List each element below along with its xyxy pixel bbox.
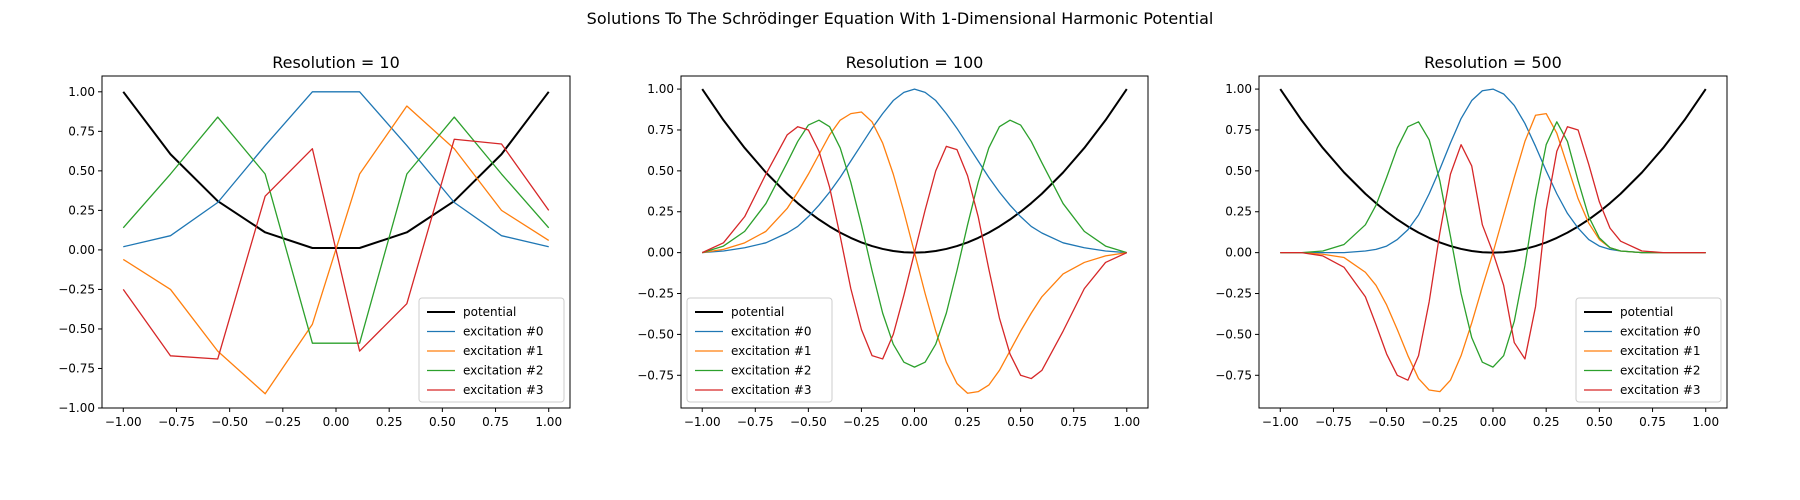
legend-label: potential bbox=[731, 305, 784, 319]
y-tick-label: 1.00 bbox=[647, 82, 674, 96]
x-tick-label: −1.00 bbox=[684, 415, 721, 429]
subplot-2: Resolution = 100 −1.00 −0.75 −0.50 −0.25 0.00… bbox=[637, 53, 1149, 429]
x-tick-label: −0.25 bbox=[843, 415, 880, 429]
x-tick-label: −0.50 bbox=[790, 415, 827, 429]
y-tick-label: −0.75 bbox=[637, 368, 674, 382]
legend-label: excitation #0 bbox=[463, 325, 544, 339]
legend: potential excitation #0 excitation #1 excit… bbox=[418, 297, 565, 403]
y-tick-label: 0.25 bbox=[68, 203, 95, 217]
legend-label: excitation #2 bbox=[463, 364, 544, 378]
subplot-title: Resolution = 100 bbox=[846, 53, 984, 72]
y-tick-label: 0.00 bbox=[647, 246, 674, 260]
series-line-excitation-3 bbox=[701, 126, 1128, 380]
y-tick-label: 0.25 bbox=[647, 205, 674, 219]
legend-box bbox=[418, 297, 565, 403]
x-tick-label: 1.00 bbox=[1113, 415, 1140, 429]
legend-label: potential bbox=[463, 305, 516, 319]
x-tick-label: −0.25 bbox=[1421, 415, 1458, 429]
legend-label: excitation #3 bbox=[1620, 383, 1701, 397]
x-tick-label: 0.00 bbox=[1480, 415, 1507, 429]
x-tick-label: −0.75 bbox=[737, 415, 774, 429]
x-tick-label: 0.25 bbox=[954, 415, 981, 429]
y-tick-label: −0.75 bbox=[1215, 368, 1252, 382]
legend: potential excitation #0 excitation #1 excit… bbox=[686, 297, 833, 403]
legend-label: excitation #1 bbox=[463, 344, 544, 358]
x-tick-label: 0.50 bbox=[1007, 415, 1034, 429]
y-tick-label: −0.50 bbox=[1215, 327, 1252, 341]
series-line-excitation-2 bbox=[1280, 121, 1706, 368]
x-tick-label: −1.00 bbox=[105, 415, 142, 429]
y-tick-label: −1.00 bbox=[58, 401, 95, 415]
legend-label: excitation #0 bbox=[731, 325, 812, 339]
y-tick-label: 0.75 bbox=[647, 123, 674, 137]
y-tick-label: 0.50 bbox=[647, 164, 674, 178]
y-tick-label: −0.25 bbox=[58, 282, 95, 296]
legend-label: excitation #1 bbox=[1620, 344, 1701, 358]
legend-label: excitation #2 bbox=[1620, 364, 1701, 378]
y-tick-label: 0.50 bbox=[68, 164, 95, 178]
subplot-3: Resolution = 500 −1.00 −0.75 −0.50 −0.25 0.00… bbox=[1215, 53, 1728, 429]
legend: potential excitation #0 excitation #1 excit… bbox=[1575, 297, 1722, 403]
series-line-excitation-2 bbox=[122, 116, 550, 344]
x-tick-label: 0.00 bbox=[323, 415, 350, 429]
series-line-excitation-3 bbox=[1280, 126, 1706, 381]
series-line-excitation-2 bbox=[702, 119, 1127, 368]
x-tick-label: 1.00 bbox=[535, 415, 562, 429]
x-tick-label: 0.25 bbox=[1533, 415, 1560, 429]
x-tick-label: −0.50 bbox=[1368, 415, 1405, 429]
y-tick-label: 0.50 bbox=[1225, 164, 1252, 178]
x-tick-label: −0.75 bbox=[158, 415, 195, 429]
x-tick-label: −0.75 bbox=[1315, 415, 1352, 429]
y-tick-label: −0.25 bbox=[1215, 287, 1252, 301]
x-tick-label: 0.50 bbox=[1586, 415, 1613, 429]
legend-label: excitation #2 bbox=[731, 364, 812, 378]
legend-box bbox=[1575, 297, 1722, 403]
x-tick-label: 0.75 bbox=[1060, 415, 1087, 429]
y-tick-label: −0.25 bbox=[637, 287, 674, 301]
series-line-excitation-0 bbox=[702, 88, 1127, 254]
y-tick-label: 1.00 bbox=[68, 85, 95, 99]
series-line-excitation-3 bbox=[122, 138, 550, 360]
x-tick-label: −0.25 bbox=[264, 415, 301, 429]
y-tick-label: 0.75 bbox=[68, 124, 95, 138]
y-tick-label: −0.75 bbox=[58, 361, 95, 375]
x-tick-label: 0.75 bbox=[1639, 415, 1666, 429]
legend-label: excitation #3 bbox=[463, 383, 544, 397]
y-tick-label: 0.75 bbox=[1225, 123, 1252, 137]
legend-label: excitation #3 bbox=[731, 383, 812, 397]
x-tick-label: 0.50 bbox=[429, 415, 456, 429]
x-tick-label: 0.25 bbox=[376, 415, 403, 429]
x-tick-label: −0.50 bbox=[211, 415, 248, 429]
legend-label: excitation #1 bbox=[731, 344, 812, 358]
y-tick-label: 1.00 bbox=[1225, 82, 1252, 96]
legend-label: potential bbox=[1620, 305, 1673, 319]
y-tick-label: 0.00 bbox=[1225, 246, 1252, 260]
subplots: Resolution = 10 −1.00 −0.75 −0.50 −0.25 0.00 0… bbox=[58, 53, 1728, 429]
x-tick-label: −1.00 bbox=[1262, 415, 1299, 429]
y-tick-label: −0.50 bbox=[58, 322, 95, 336]
figure-suptitle: Solutions To The Schrödinger Equation Wi… bbox=[587, 9, 1214, 28]
subplot-1: Resolution = 10 −1.00 −0.75 −0.50 −0.25 0.00 0… bbox=[58, 53, 571, 429]
series-line-excitation-0 bbox=[1280, 88, 1706, 254]
x-tick-label: 1.00 bbox=[1692, 415, 1719, 429]
y-tick-label: 0.25 bbox=[1225, 205, 1252, 219]
series-line-excitation-0 bbox=[123, 91, 549, 248]
legend-label: excitation #0 bbox=[1620, 325, 1701, 339]
legend-box bbox=[686, 297, 833, 403]
y-tick-label: 0.00 bbox=[68, 243, 95, 257]
x-tick-label: 0.00 bbox=[901, 415, 928, 429]
subplot-title: Resolution = 10 bbox=[272, 53, 400, 72]
y-tick-label: −0.50 bbox=[637, 327, 674, 341]
x-tick-label: 0.75 bbox=[482, 415, 509, 429]
subplot-title: Resolution = 500 bbox=[1424, 53, 1562, 72]
